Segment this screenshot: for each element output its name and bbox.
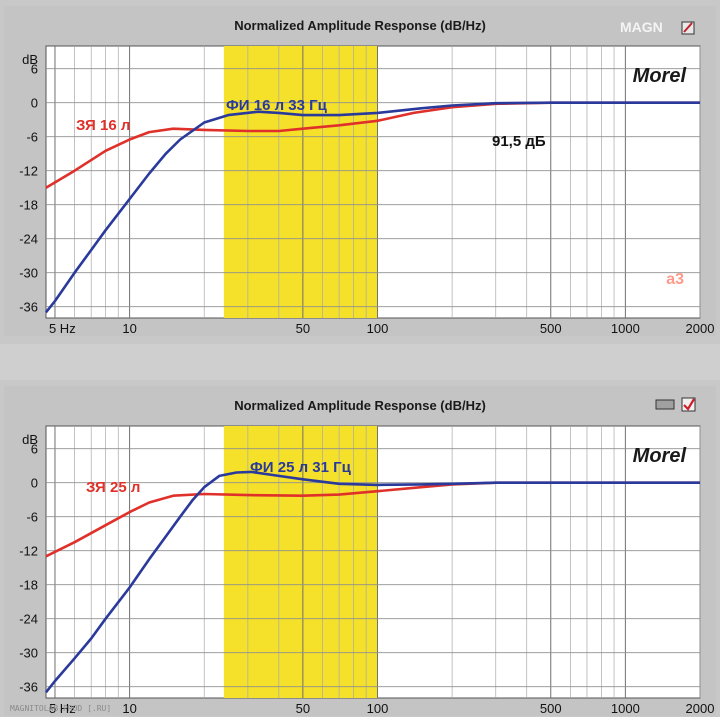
x-tick-label-top: 10 — [122, 321, 136, 336]
y-tick-label-bottom: 0 — [31, 476, 38, 491]
x-tick-label-bottom: 100 — [367, 701, 389, 716]
y-unit-label-top: dB — [22, 52, 38, 67]
brand-label-top: Morel — [633, 65, 687, 87]
chart-top-svg: Normalized Amplitude Response (dB/Hz) dB6… — [19, 18, 715, 336]
x-tick-label-top: 1000 — [611, 321, 640, 336]
logo-check-icon — [683, 22, 693, 33]
y-tick-label-bottom: -12 — [19, 544, 38, 559]
toolbar-icons — [655, 397, 696, 412]
y-tick-label-bottom: -30 — [19, 646, 38, 661]
y-tick-label-bottom: -18 — [19, 578, 38, 593]
speaker-icon — [655, 399, 675, 410]
y-tick-label-top: -6 — [26, 130, 38, 145]
series-line-bottom — [45, 481, 700, 558]
y-tick-label-top: -18 — [19, 198, 38, 213]
series-label-bottom: ФИ 25 л 31 Гц — [250, 459, 352, 476]
x-tick-label-top: 5 Hz — [49, 321, 76, 336]
chart-panel-top: Normalized Amplitude Response (dB/Hz) dB 6… — [4, 6, 716, 336]
y-unit-label-bottom: dB — [22, 432, 38, 447]
x-tick-label-top: 2000 — [686, 321, 715, 336]
x-tick-label-bottom: 50 — [296, 701, 310, 716]
logo-mark-icon — [681, 21, 695, 35]
highlight-band-top — [223, 46, 378, 318]
series-label-bottom: ЗЯ 25 л — [86, 479, 140, 496]
level-annotation-top: 91,5 дБ — [492, 133, 546, 150]
series-label-top: ЗЯ 16 л — [76, 117, 130, 134]
x-tick-label-bottom: 2000 — [686, 701, 715, 716]
chart-title-top: Normalized Amplitude Response (dB/Hz) — [234, 18, 486, 33]
x-tick-label-bottom: 1000 — [611, 701, 640, 716]
x-tick-label-bottom: 500 — [540, 701, 562, 716]
checkmark-icon — [683, 398, 695, 411]
y-tick-label-top: -12 — [19, 164, 38, 179]
y-tick-label-bottom: -6 — [26, 510, 38, 525]
y-tick-label-top: 6 — [31, 62, 38, 77]
y-tick-label-top: -30 — [19, 266, 38, 281]
y-tick-label-bottom: 6 — [31, 442, 38, 457]
series-line-bottom — [44, 470, 700, 694]
x-tick-label-bottom: 5 Hz — [49, 701, 76, 716]
chart-panel-bottom: Normalized Amplitude Response (dB/Hz) dB 6… — [4, 386, 716, 716]
brand-label-bottom: Morel — [633, 445, 687, 467]
chart-title-bottom: Normalized Amplitude Response (dB/Hz) — [234, 398, 486, 413]
y-tick-label-bottom: -36 — [19, 680, 38, 695]
series-label-top: ФИ 16 л 33 Гц — [226, 97, 328, 114]
y-tick-label-top: -36 — [19, 300, 38, 315]
panel-gap — [0, 344, 720, 380]
magazine-logo: MAGN — [620, 19, 663, 35]
x-tick-label-top: 100 — [367, 321, 389, 336]
y-tick-label-bottom: -24 — [19, 612, 38, 627]
x-tick-label-bottom: 10 — [122, 701, 136, 716]
y-tick-label-top: -24 — [19, 232, 38, 247]
x-tick-label-top: 50 — [296, 321, 310, 336]
x-tick-label-top: 500 — [540, 321, 562, 336]
series-line-top — [45, 101, 700, 189]
y-tick-label-top: 0 — [31, 96, 38, 111]
series-line-top — [44, 101, 700, 314]
chart-bottom-svg: Normalized Amplitude Response (dB/Hz) dB6… — [19, 397, 715, 716]
footer-watermark: MAGNITOLAB.PROD [.RU] — [10, 704, 112, 713]
watermark-label-top: a3 — [666, 271, 684, 288]
